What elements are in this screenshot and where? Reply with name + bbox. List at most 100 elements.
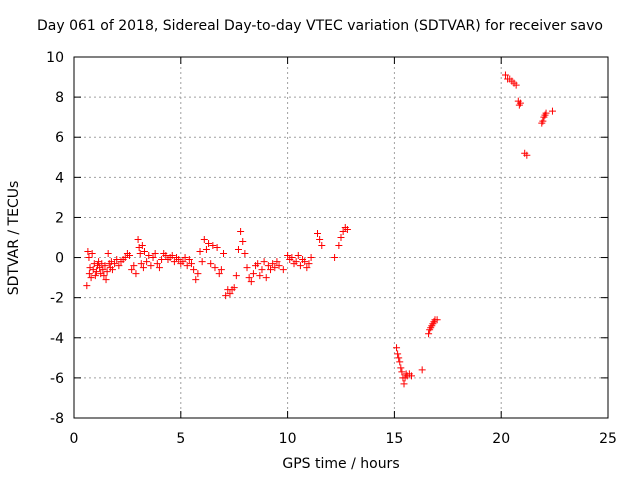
data-point-marker [101, 262, 109, 270]
data-point-marker [407, 372, 415, 380]
data-point-marker [271, 264, 279, 272]
data-point-marker [85, 270, 93, 278]
data-point-marker [130, 262, 138, 270]
data-point-marker [181, 254, 189, 262]
data-point-marker [113, 256, 121, 264]
data-point-marker [331, 254, 339, 262]
data-point-marker [100, 272, 108, 280]
data-point-marker [126, 252, 134, 260]
data-point-marker [92, 268, 100, 276]
y-axis-label: SDTVAR / TECUs [6, 180, 22, 296]
data-point-marker [230, 284, 238, 292]
data-point-marker [239, 238, 247, 246]
data-point-marker [256, 272, 264, 280]
data-point-marker [288, 254, 296, 262]
y-tick-label: -2 [50, 291, 64, 307]
gridlines [74, 57, 608, 418]
data-point-marker [209, 242, 217, 250]
data-point-marker [140, 248, 148, 256]
data-point-marker [139, 264, 147, 272]
data-point-marker [296, 262, 304, 270]
y-tick-label: 0 [55, 251, 64, 267]
axis-ticks [73, 56, 609, 419]
data-point-marker [84, 248, 92, 256]
data-point-marker [104, 250, 112, 258]
x-axis-label: GPS time / hours [282, 456, 400, 472]
data-point-marker [262, 274, 270, 282]
data-point-marker [260, 258, 268, 266]
data-point-marker [243, 264, 251, 272]
data-point-marker [316, 236, 324, 244]
data-point-marker [190, 266, 198, 274]
data-point-marker [153, 260, 161, 268]
data-point-marker [207, 260, 215, 268]
y-tick-label: 4 [55, 170, 64, 186]
data-point-marker [393, 344, 401, 352]
data-point-marker [226, 290, 234, 298]
data-point-marker [128, 266, 136, 274]
data-point-marker [162, 252, 170, 260]
x-tick-label: 10 [279, 431, 297, 447]
y-tick-label: -4 [50, 331, 64, 347]
data-point-marker [87, 274, 95, 282]
data-point-marker [99, 266, 107, 274]
data-point-marker [275, 262, 283, 270]
data-point-marker [234, 246, 242, 254]
data-point-marker [335, 242, 343, 250]
data-point-marker [241, 250, 249, 258]
data-point-marker [179, 258, 187, 266]
data-point-marker [314, 229, 322, 237]
data-point-marker [258, 266, 266, 274]
data-point-marker [192, 276, 200, 284]
x-tick-label: 20 [492, 431, 510, 447]
data-point-marker [273, 258, 281, 266]
data-point-marker [400, 380, 408, 388]
data-point-marker [155, 264, 163, 272]
data-point-marker [185, 256, 193, 264]
data-point-marker [149, 254, 157, 262]
data-point-marker [433, 316, 441, 324]
data-point-marker [108, 266, 116, 274]
data-point-marker [88, 250, 96, 258]
data-point-marker [318, 242, 326, 250]
data-point-marker [292, 258, 300, 266]
y-tick-label: -8 [50, 411, 64, 427]
data-point-marker [245, 274, 253, 282]
data-point-marker [279, 266, 287, 274]
data-point-marker [143, 258, 151, 266]
data-point-marker [132, 270, 140, 278]
data-point-marker [516, 99, 524, 107]
data-point-marker [501, 71, 509, 79]
data-point-marker [220, 250, 228, 258]
data-point-marker [254, 260, 262, 268]
data-point-marker [103, 268, 111, 276]
data-point-marker [542, 109, 550, 117]
data-point-marker [168, 252, 176, 260]
data-point-marker [115, 262, 123, 270]
data-point-marker [337, 234, 345, 241]
y-tick-label: 6 [55, 130, 64, 146]
data-point-marker [523, 151, 531, 159]
x-tick-label: 5 [176, 431, 185, 447]
data-point-marker [303, 264, 311, 272]
data-point-marker [137, 260, 145, 268]
data-point-marker [187, 260, 195, 268]
data-point-marker [170, 258, 178, 266]
data-point-marker [175, 256, 183, 264]
data-point-marker [202, 246, 210, 254]
data-point-marker [217, 266, 225, 274]
data-point-marker [111, 260, 119, 268]
data-point-marker [121, 254, 129, 262]
chart-title: Day 061 of 2018, Sidereal Day-to-day VTE… [37, 18, 603, 34]
data-points [83, 71, 556, 388]
data-point-marker [102, 276, 110, 284]
tick-labels: 0 5 10 15 20 25 -8 -6 -4 -2 0 2 4 6 8 10 [46, 50, 617, 447]
data-point-marker [267, 266, 275, 274]
data-point-marker [147, 262, 155, 270]
data-point-marker [305, 260, 313, 268]
x-tick-label: 15 [385, 431, 403, 447]
data-point-marker [222, 292, 230, 300]
data-point-marker [134, 236, 142, 244]
data-point-marker [151, 250, 159, 258]
